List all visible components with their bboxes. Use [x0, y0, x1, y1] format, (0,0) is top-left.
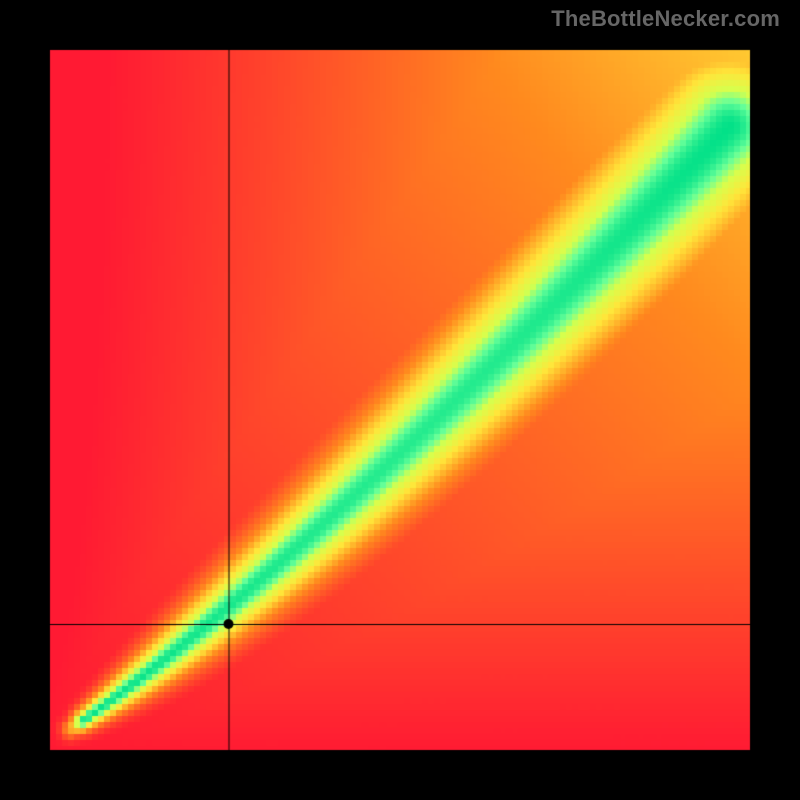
watermark-text: TheBottleNecker.com: [551, 6, 780, 32]
heatmap-canvas: [0, 0, 800, 800]
chart-container: TheBottleNecker.com: [0, 0, 800, 800]
